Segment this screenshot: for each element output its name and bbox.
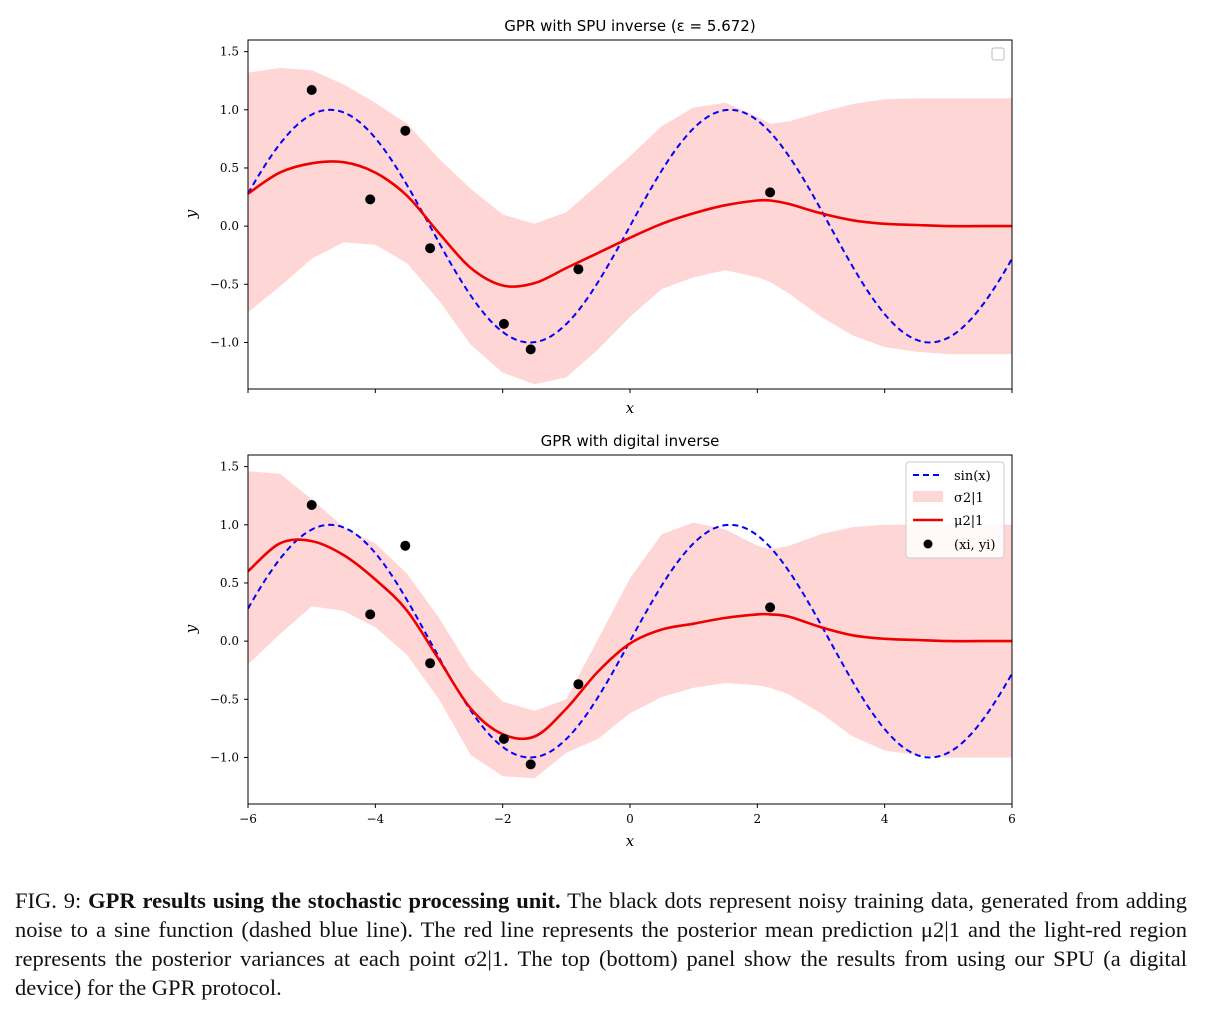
top-y-tick-label: −0.5 [210,277,239,291]
top-sine-line [247,108,1013,344]
bottom-x-axis-label: x [626,832,635,850]
bottom-x-ticks: −6 −4 −2 0 2 4 6 [239,804,1016,826]
top-mean-path [247,160,1012,288]
top-variance-band [248,67,1012,385]
bottom-y-tick-label: −0.5 [210,692,239,706]
bottom-training-point [525,759,536,770]
top-training-point [765,187,776,198]
bottom-variance-area [248,471,1012,779]
legend: sin(x) σ2|1 μ2|1 (xi, yi) [905,461,1005,559]
top-x-axis-label: x [626,399,635,417]
top-y-ticks: −1.0 −0.5 0.0 0.5 1.0 1.5 [210,45,248,349]
legend-band-swatch [913,491,943,502]
bottom-training-point [573,679,584,690]
figure: −1.0 −0.5 0.0 0.5 1.0 1.5 GPR with SPU invers… [182,17,1016,850]
bottom-x-tick-label: −2 [494,812,512,826]
top-y-tick-label: 1.0 [220,103,239,117]
bottom-x-tick-label: 4 [881,812,889,826]
bottom-y-tick-label: 1.0 [220,518,239,532]
top-y-tick-label: −1.0 [210,335,239,349]
caption-bold-title: GPR results using the stochastic process… [88,888,561,913]
caption-text: The black dots represent noisy training … [15,888,1187,1000]
bottom-training-point [498,733,509,744]
bottom-x-tick-label: 6 [1008,812,1016,826]
top-panel: −1.0 −0.5 0.0 0.5 1.0 1.5 GPR with SPU invers… [182,17,1013,417]
top-y-tick-label: 0.5 [220,161,239,175]
top-y-axis-label: y [182,209,200,219]
bottom-variance-band [248,471,1012,779]
legend-points-swatch [923,539,933,549]
bottom-y-tick-label: 0.0 [220,634,239,648]
top-training-point [498,318,509,329]
top-training-point [573,264,584,275]
top-chart-title: GPR with SPU inverse (ε = 5.672) [504,17,755,35]
bottom-training-point [306,500,317,510]
legend-label-mu: μ2|1 [954,514,983,529]
top-training-point [525,344,536,355]
top-training-point [306,85,317,95]
top-training-point [425,243,436,254]
bottom-training-point [400,540,411,551]
bottom-y-tick-label: 1.5 [220,460,239,474]
legend-label-points: (xi, yi) [954,538,995,553]
figure-caption: FIG. 9: GPR results using the stochastic… [15,886,1187,1002]
top-mean-line [247,160,1012,288]
bottom-panel: −1.0 −0.5 0.0 0.5 1.0 1.5 −6 −4 −2 0 2 4 6 GPR with… [182,432,1016,850]
legend-label-sine: sin(x) [954,469,991,484]
top-y-tick-label: 0.0 [220,219,239,233]
top-training-point [365,194,376,205]
bottom-x-tick-label: 0 [626,812,634,826]
bottom-y-tick-label: 0.5 [220,576,239,590]
bottom-x-tick-label: −6 [239,812,257,826]
bottom-training-point [425,658,436,669]
bottom-y-ticks: −1.0 −0.5 0.0 0.5 1.0 1.5 [210,460,248,764]
top-training-points [306,85,776,355]
bottom-y-axis-label: y [182,624,200,634]
bottom-sine-line [247,523,1013,759]
bottom-training-points [306,500,776,770]
bottom-training-point [365,609,376,620]
top-empty-legend [991,47,1005,61]
legend-box [905,461,1005,559]
caption-label: FIG. 9: [15,888,82,913]
top-training-point [400,125,411,136]
bottom-x-tick-label: −4 [366,812,384,826]
bottom-training-point [765,602,776,613]
bottom-x-tick-label: 2 [754,812,762,826]
top-variance-area [248,67,1012,385]
bottom-y-tick-label: −1.0 [210,750,239,764]
bottom-mean-line [247,538,1012,741]
legend-label-sigma: σ2|1 [954,491,984,506]
bottom-sine-path [247,523,1013,759]
top-sine-path [247,108,1013,344]
bottom-chart-title: GPR with digital inverse [541,432,720,450]
top-x-ticks [247,389,1013,393]
top-y-tick-label: 1.5 [220,45,239,59]
bottom-mean-path [247,538,1012,741]
